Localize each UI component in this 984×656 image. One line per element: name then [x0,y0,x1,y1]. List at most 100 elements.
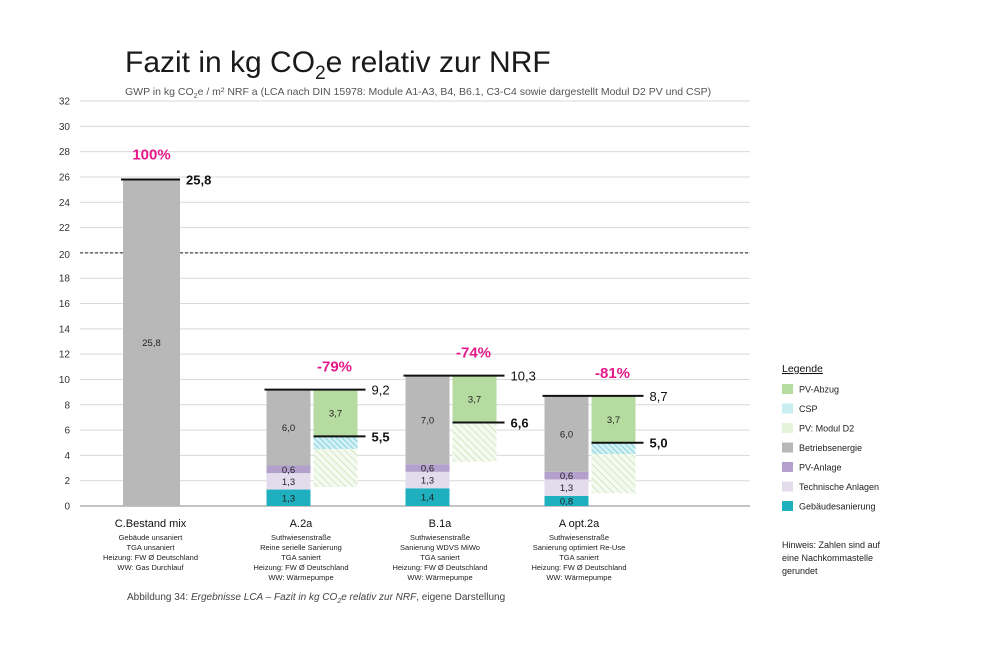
legend-title: Legende [782,363,823,375]
pv-abzug-value-label: 3,7 [607,415,620,426]
category-description-line: Heizung: FW Ø Deutschland [103,553,198,562]
legend-label: Gebäudesanierung [799,502,876,512]
segment-value-label: 1,4 [421,493,434,504]
bar-segment-technische_anlagen [266,473,311,490]
y-tick-label: 32 [59,97,71,108]
pv-abzug-value-label: 3,7 [329,408,342,419]
segment-value-label: 1,3 [421,476,434,487]
category-name: A.2a [290,518,314,530]
y-tick-label: 10 [59,375,71,386]
legend-label: PV-Anlage [799,463,842,473]
y-tick-label: 0 [64,502,70,513]
category-description-line: Gebäude unsaniert [119,533,184,542]
segment-value-label: 6,0 [282,423,295,434]
total-value-label: 8,7 [650,389,668,404]
percent-change-label: -81% [595,365,630,382]
note-line: gerundet [782,566,818,576]
y-tick-label: 26 [59,172,71,183]
bar-segment-pv-modul-d2 [313,449,358,488]
bar-segment-betriebsenergie [544,395,589,472]
y-tick-label: 18 [59,274,71,285]
y-tick-label: 12 [59,350,71,361]
legend-swatch-betriebsenergie [782,442,793,453]
note-line: eine Nachkommastelle [782,553,873,563]
net-value-label: 6,6 [511,415,529,430]
y-tick-label: 24 [59,198,71,209]
legend-label: Betriebsenergie [799,443,862,453]
legend-label: CSP [799,404,818,414]
bar-segment-technische_anlagen [544,479,589,496]
percent-change-label: -74% [456,345,491,362]
rounding-note: Hinweis: Zahlen sind auf eine Nachkommas… [782,540,881,576]
offset-bars [313,375,636,494]
segment-value-label: 7,0 [421,415,434,426]
bar-labels: 25,825,8100%1,31,30,66,09,2-79%3,75,51,4… [121,146,668,507]
bar-segment-pv_anlage [544,471,589,480]
net-value-label: 5,5 [372,429,390,444]
segment-value-label: 6,0 [560,429,573,440]
y-tick-label: 14 [59,324,71,335]
category-description-line: Suthwiesenstraße [271,533,331,542]
bar-segment-pv-modul-d2 [591,454,636,494]
y-tick-label: 4 [64,451,70,462]
category-name: A opt.2a [559,518,600,530]
category-description-line: WW: Wärmepumpe [407,573,472,582]
bar-segment-betriebsenergie [266,389,311,466]
segment-value-label: 0,6 [282,465,295,476]
y-tick-label: 6 [64,426,70,437]
legend-label: PV-Abzug [799,385,839,395]
total-value-label: 25,8 [186,172,211,187]
category-description-line: TGA saniert [281,553,322,562]
bar-segment-pv_anlage [405,464,450,472]
legend-swatch-pv_modul_d2 [782,423,793,433]
legend-swatch-technische_anlagen [782,481,793,492]
pv-abzug-value-label: 3,7 [468,395,481,406]
legend-label: Technische Anlagen [799,482,879,492]
legend-swatch-gebaeudesanierung [782,501,793,511]
segment-value-label: 1,3 [282,477,295,488]
category-description-line: Heizung: FW Ø Deutschland [531,563,626,572]
category-description-line: Sanierung WDVS MiWo [400,543,480,552]
legend-swatch-pv_abzug [782,384,793,394]
y-tick-label: 22 [59,223,71,234]
y-tick-label: 2 [64,476,70,487]
bars [123,179,589,506]
total-value-label: 10,3 [511,369,536,384]
segment-value-label: 25,8 [142,338,161,349]
category-description-line: TGA saniert [420,553,461,562]
percent-change-label: -79% [317,359,352,376]
legend-swatch-csp [782,403,793,414]
bar-segment-csp [591,442,636,455]
bar-segment-csp [313,436,358,450]
net-value-label: 5,0 [650,436,668,451]
category-description-line: WW: Wärmepumpe [546,573,611,582]
y-tick-label: 8 [64,400,70,411]
bar-segment-gebaeudesanierung [266,489,311,506]
category-description-line: Suthwiesenstraße [549,533,609,542]
segment-value-label: 1,3 [560,483,573,494]
category-description-line: Suthwiesenstraße [410,533,470,542]
figure-caption: Abbildung 34: Ergebnisse LCA – Fazit in … [127,592,505,605]
category-description-line: Heizung: FW Ø Deutschland [392,563,487,572]
bar-segment-gebaeudesanierung [544,495,589,506]
segment-value-label: 1,3 [282,493,295,504]
bar-segment-betriebsenergie [405,375,450,465]
segment-value-label: 0,6 [560,471,573,482]
legend: Legende PV-Abzug CSP PV: Modul D2 Betriebse… [782,363,879,512]
chart-subtitle: GWP in kg CO2e / m² NRF a (LCA nach DIN … [125,86,711,100]
y-tick-label: 16 [59,299,71,310]
category-description-line: WW: Wärmepumpe [268,573,333,582]
bar-segment-pv-modul-d2 [452,422,497,462]
bar-segment-pv-abzug [313,389,358,437]
y-tick-label: 20 [59,250,71,261]
bar-segment-pv-abzug [591,395,636,443]
category-description-line: TGA saniert [559,553,600,562]
segment-value-label: 0,6 [421,464,434,475]
bar-segment-gebaeudesanierung [405,488,450,506]
bar-segment-pv-abzug [452,375,497,423]
percent-change-label: 100% [132,146,170,163]
bar-segment-betriebsenergie [123,179,180,506]
